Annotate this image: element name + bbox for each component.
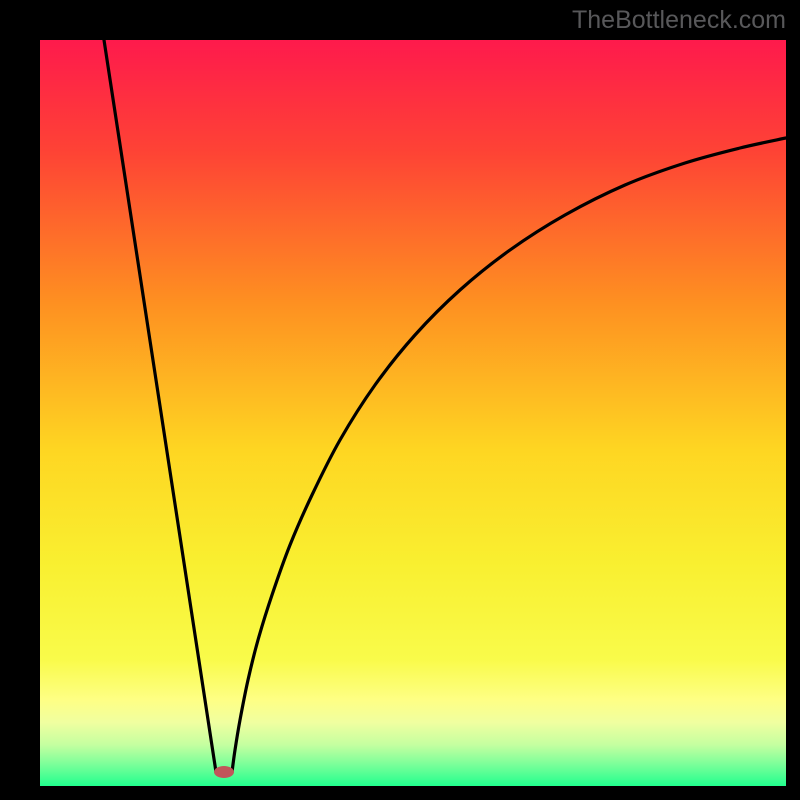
optimum-marker (212, 764, 236, 780)
bottleneck-curve (40, 40, 786, 786)
watermark-text: TheBottleneck.com (572, 6, 786, 35)
frame-bottom (0, 786, 800, 800)
plot-area (40, 40, 786, 786)
frame-left (0, 0, 40, 800)
curve-left-branch (104, 40, 216, 772)
curve-right-branch (232, 138, 786, 772)
optimum-marker-dot (214, 766, 234, 778)
frame-right (786, 0, 800, 800)
